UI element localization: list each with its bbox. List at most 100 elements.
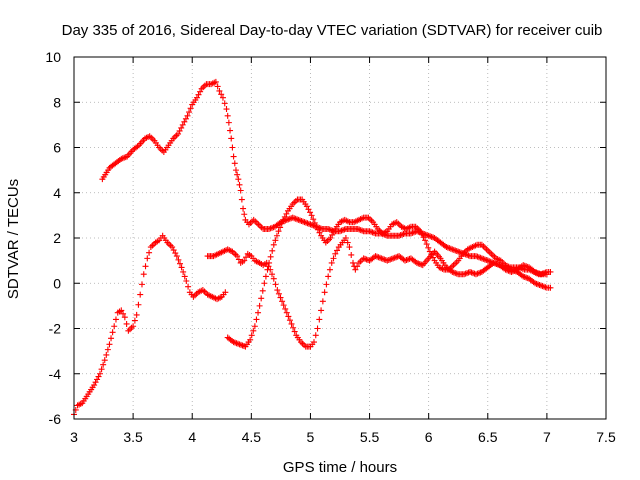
data-point bbox=[288, 320, 295, 327]
data-point bbox=[109, 329, 116, 336]
data-point bbox=[342, 235, 349, 241]
data-markers bbox=[71, 78, 554, 418]
data-point bbox=[310, 339, 317, 346]
data-point bbox=[180, 268, 187, 275]
y-tick-label: -4 bbox=[49, 366, 62, 382]
x-tick-label: 7.5 bbox=[596, 429, 616, 445]
data-point bbox=[177, 260, 184, 267]
data-point bbox=[259, 287, 266, 294]
data-point bbox=[326, 266, 333, 273]
series-arc-3 bbox=[204, 235, 554, 350]
data-point bbox=[94, 376, 101, 383]
data-point bbox=[133, 311, 140, 318]
data-point bbox=[146, 249, 153, 256]
data-point bbox=[181, 118, 188, 125]
data-point bbox=[228, 135, 235, 142]
data-point bbox=[111, 323, 118, 330]
data-point bbox=[256, 302, 263, 309]
x-tick-label: 4 bbox=[188, 429, 196, 445]
y-tick-label: 10 bbox=[45, 49, 61, 65]
x-tick-label: 5 bbox=[307, 429, 315, 445]
x-tick-label: 6 bbox=[425, 429, 433, 445]
data-point bbox=[316, 316, 323, 323]
data-point bbox=[283, 210, 290, 217]
data-point bbox=[182, 115, 189, 122]
data-point bbox=[265, 263, 272, 270]
data-point bbox=[131, 317, 138, 324]
data-point bbox=[303, 203, 310, 210]
x-tick-label: 4.5 bbox=[242, 429, 262, 445]
data-point bbox=[277, 224, 284, 231]
data-point bbox=[223, 106, 230, 113]
data-point bbox=[186, 109, 193, 116]
data-point bbox=[291, 328, 298, 335]
data-point bbox=[308, 212, 315, 219]
data-point bbox=[547, 268, 554, 275]
data-point bbox=[305, 206, 312, 213]
data-point bbox=[283, 309, 290, 316]
data-point bbox=[235, 256, 242, 263]
data-point bbox=[224, 112, 231, 119]
data-point bbox=[243, 254, 250, 261]
data-point bbox=[267, 253, 274, 260]
data-point bbox=[251, 323, 258, 330]
x-tick-label: 7 bbox=[543, 429, 551, 445]
data-point bbox=[328, 259, 335, 266]
data-point bbox=[179, 121, 186, 128]
data-point bbox=[187, 105, 194, 112]
data-point bbox=[222, 289, 229, 296]
data-point bbox=[172, 250, 179, 257]
y-tick-label: 4 bbox=[53, 185, 61, 201]
data-point bbox=[423, 241, 430, 248]
data-point bbox=[138, 281, 145, 288]
data-point bbox=[282, 305, 289, 312]
data-point bbox=[280, 302, 287, 309]
data-point bbox=[169, 244, 176, 251]
data-point bbox=[103, 351, 110, 358]
data-point bbox=[422, 237, 429, 244]
data-point bbox=[98, 366, 105, 373]
data-point bbox=[238, 196, 245, 203]
x-axis-label: GPS time / hours bbox=[283, 459, 397, 476]
data-point bbox=[240, 205, 247, 212]
data-point bbox=[278, 220, 285, 227]
data-point bbox=[216, 87, 223, 94]
data-point bbox=[281, 213, 288, 220]
data-point bbox=[120, 310, 127, 317]
data-point bbox=[100, 361, 107, 368]
plot-frame bbox=[73, 56, 607, 420]
y-tick-label: 2 bbox=[53, 230, 61, 246]
data-point bbox=[314, 325, 321, 332]
data-point bbox=[420, 234, 427, 241]
data-point bbox=[418, 231, 425, 238]
data-point bbox=[547, 284, 554, 291]
data-point bbox=[231, 160, 238, 167]
data-point bbox=[121, 314, 128, 321]
data-point bbox=[318, 307, 325, 314]
data-point bbox=[227, 127, 234, 134]
y-tick-label: 6 bbox=[53, 140, 61, 156]
data-point bbox=[311, 219, 318, 226]
data-point bbox=[314, 226, 321, 233]
data-point bbox=[428, 251, 435, 258]
data-point bbox=[142, 263, 149, 270]
data-point bbox=[234, 253, 241, 260]
data-point bbox=[135, 301, 142, 308]
data-point bbox=[344, 239, 351, 246]
y-axis-label: SDTVAR / TECUs bbox=[5, 179, 22, 299]
data-point bbox=[264, 266, 271, 273]
y-tick-label: 8 bbox=[53, 94, 61, 110]
data-point bbox=[426, 248, 433, 255]
data-point bbox=[258, 295, 265, 302]
data-point bbox=[275, 290, 282, 297]
data-point bbox=[195, 91, 202, 98]
data-point bbox=[543, 271, 550, 278]
x-tick-label: 3.5 bbox=[123, 429, 143, 445]
data-point bbox=[316, 229, 323, 236]
tick-layer: 3 3.5 4 4.5 5 5.5 6 6.5 7 7.5 -6 -4 -2 0 2 4 6 8 10 bbox=[45, 49, 616, 445]
x-tick-label: 6.5 bbox=[478, 429, 498, 445]
series-arc-2 bbox=[71, 232, 229, 418]
x-tick-label: 5.5 bbox=[360, 429, 380, 445]
data-point bbox=[104, 346, 111, 353]
data-point bbox=[339, 227, 346, 234]
